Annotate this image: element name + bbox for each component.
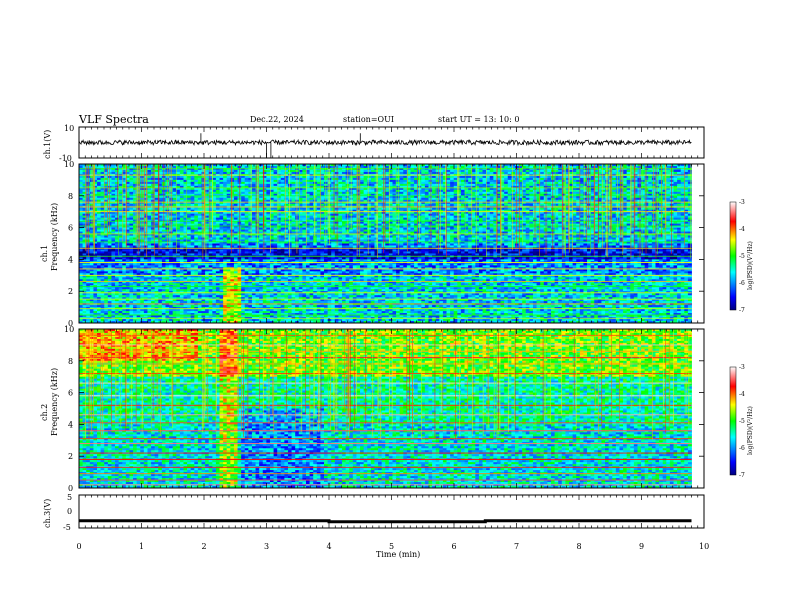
ch1-waveform-panel: 10 -10 ch.1(V) (43, 124, 704, 163)
ch1-ytick-top: 10 (64, 124, 74, 133)
ch1-ylabel: ch.1(V) (43, 130, 52, 159)
ch1-spectrogram-heatmap (79, 164, 692, 323)
